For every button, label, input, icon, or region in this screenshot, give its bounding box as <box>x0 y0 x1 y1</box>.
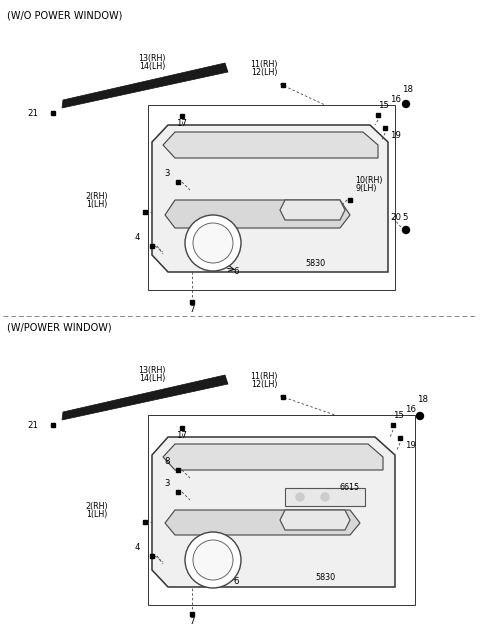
Circle shape <box>185 215 241 271</box>
Bar <box>176 490 180 494</box>
Polygon shape <box>62 375 228 420</box>
Bar <box>143 520 147 524</box>
Text: 12(LH): 12(LH) <box>251 379 277 389</box>
Text: 7: 7 <box>189 618 195 626</box>
Text: 17: 17 <box>177 120 188 128</box>
Text: 19: 19 <box>405 440 416 450</box>
Polygon shape <box>152 437 395 587</box>
Polygon shape <box>280 510 350 530</box>
Bar <box>51 423 55 427</box>
Circle shape <box>296 493 304 501</box>
Text: 14(LH): 14(LH) <box>139 374 165 382</box>
Text: 2(RH): 2(RH) <box>85 191 108 201</box>
Bar <box>150 244 154 248</box>
Bar <box>190 612 194 616</box>
Polygon shape <box>280 200 345 220</box>
Bar <box>51 111 55 115</box>
Text: 10(RH): 10(RH) <box>355 177 383 186</box>
Bar <box>180 114 184 118</box>
Bar <box>176 180 180 184</box>
Bar <box>383 126 387 130</box>
Text: 18: 18 <box>417 396 428 404</box>
Text: 12(LH): 12(LH) <box>251 67 277 77</box>
Text: 15: 15 <box>378 101 389 109</box>
Polygon shape <box>163 444 383 470</box>
Polygon shape <box>165 510 360 535</box>
Circle shape <box>185 532 241 588</box>
Text: 11(RH): 11(RH) <box>250 372 278 381</box>
Text: 21: 21 <box>27 421 38 430</box>
Text: (W/POWER WINDOW): (W/POWER WINDOW) <box>7 322 112 332</box>
Bar <box>281 395 285 399</box>
Text: 3: 3 <box>165 479 170 489</box>
Bar <box>285 488 365 506</box>
Text: 7: 7 <box>189 306 195 314</box>
Text: 18: 18 <box>402 86 413 94</box>
Text: 11(RH): 11(RH) <box>250 60 278 69</box>
Text: 19: 19 <box>390 130 401 140</box>
Text: 6: 6 <box>233 577 239 586</box>
Circle shape <box>403 101 409 108</box>
Circle shape <box>403 226 409 233</box>
Text: 9(LH): 9(LH) <box>355 184 376 194</box>
Polygon shape <box>165 200 350 228</box>
Text: 1(LH): 1(LH) <box>86 509 108 518</box>
Text: 16: 16 <box>405 406 416 415</box>
Polygon shape <box>163 132 378 158</box>
Polygon shape <box>62 63 228 108</box>
Text: 17: 17 <box>177 431 188 440</box>
Circle shape <box>321 493 329 501</box>
Text: 8: 8 <box>165 457 170 467</box>
Text: 16: 16 <box>390 96 401 104</box>
Text: 2(RH): 2(RH) <box>85 501 108 511</box>
Bar <box>148 105 395 290</box>
Bar <box>143 209 147 214</box>
Bar <box>150 554 154 559</box>
Text: 5830: 5830 <box>305 259 325 267</box>
Bar <box>180 426 184 430</box>
Bar <box>176 468 180 472</box>
Bar <box>391 423 395 427</box>
Circle shape <box>193 540 233 580</box>
Circle shape <box>417 413 423 420</box>
Text: 4: 4 <box>134 543 140 552</box>
Text: (W/O POWER WINDOW): (W/O POWER WINDOW) <box>7 10 122 20</box>
Bar <box>348 198 352 202</box>
Text: 5830: 5830 <box>315 572 335 581</box>
Text: 6615: 6615 <box>340 482 360 491</box>
Bar <box>376 113 380 117</box>
Text: 13(RH): 13(RH) <box>138 53 166 62</box>
Text: 13(RH): 13(RH) <box>138 365 166 374</box>
Text: 1(LH): 1(LH) <box>86 199 108 208</box>
Text: 6: 6 <box>233 267 239 276</box>
Bar <box>398 436 402 440</box>
Text: 5: 5 <box>402 213 408 223</box>
Bar <box>148 415 415 605</box>
Bar <box>281 83 285 87</box>
Bar <box>190 300 194 304</box>
Text: 21: 21 <box>27 108 38 118</box>
Text: 20: 20 <box>390 213 401 223</box>
Circle shape <box>193 223 233 263</box>
Text: 14(LH): 14(LH) <box>139 62 165 70</box>
Text: 4: 4 <box>134 233 140 243</box>
Text: 15: 15 <box>393 411 404 420</box>
Text: 3: 3 <box>165 169 170 179</box>
Polygon shape <box>152 125 388 272</box>
